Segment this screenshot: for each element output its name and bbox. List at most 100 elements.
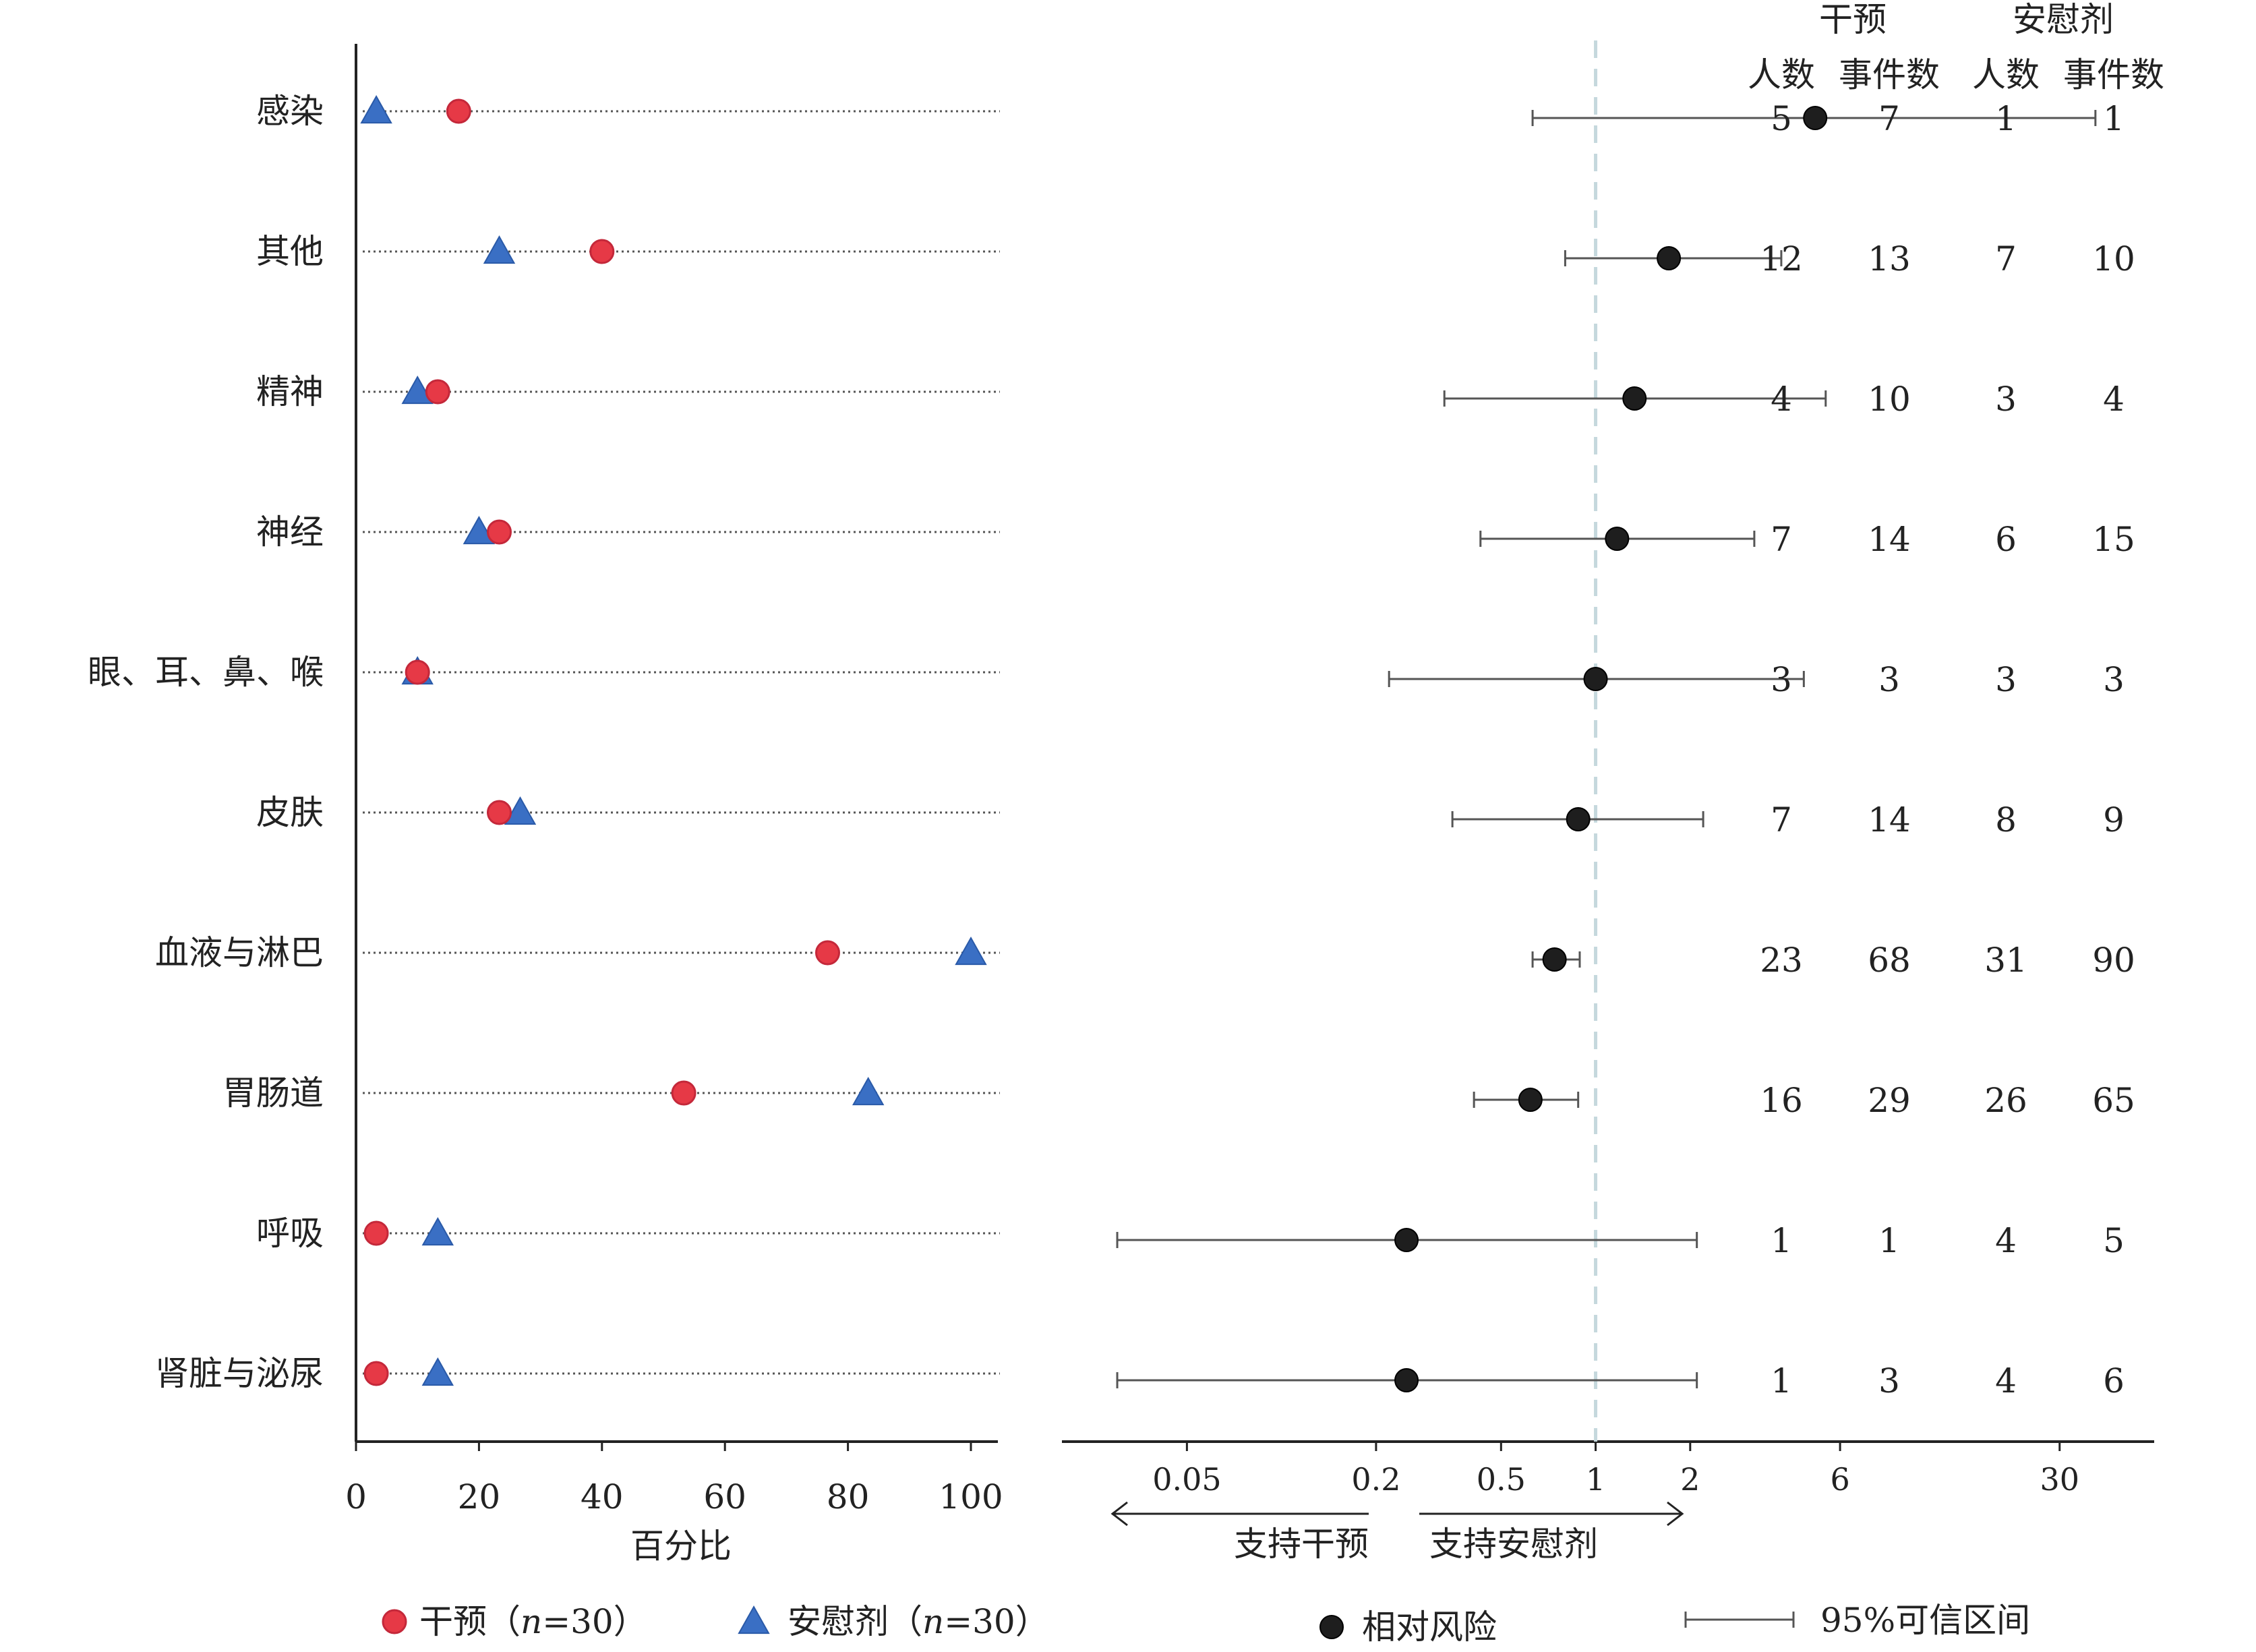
placebo-triangle-marker (463, 515, 496, 545)
table-cell: 7 (1995, 239, 2017, 278)
legend-placebo-label: 安慰剂（n=30） (788, 1602, 1049, 1641)
table-cell: 3 (1995, 380, 2017, 419)
table-cell: 3 (2103, 660, 2125, 699)
placebo-triangle-marker (401, 375, 434, 405)
table-cell: 14 (1868, 800, 1911, 839)
table-cell: 15 (2092, 520, 2135, 559)
table-group-header: 安慰剂 (2013, 0, 2114, 39)
category-label: 胃肠道 (222, 1073, 324, 1113)
x-tick-label: 20 (458, 1477, 501, 1516)
intervention-circle-marker (671, 1080, 696, 1106)
table-cell: 4 (1995, 1361, 2017, 1400)
category-label: 感染 (256, 92, 324, 131)
forest-x-tick-label: 1 (1586, 1461, 1605, 1498)
relative-risk-point (1394, 1368, 1419, 1392)
relative-risk-point (1542, 947, 1567, 972)
placebo-triangle-marker (421, 1216, 454, 1246)
intervention-circle-marker (363, 1361, 389, 1386)
table-cell: 4 (2103, 380, 2125, 419)
placebo-triangle-marker (852, 1076, 885, 1106)
table-cell: 4 (1771, 380, 1792, 419)
table-cell: 1 (2103, 99, 2125, 138)
table-cell: 3 (1878, 660, 1900, 699)
category-label: 皮肤 (256, 793, 324, 832)
table-cell: 65 (2092, 1081, 2135, 1120)
forest-x-tick-label: 30 (2040, 1461, 2079, 1498)
relative-risk-point (1657, 246, 1682, 270)
table-cell: 7 (1771, 520, 1792, 559)
table-cell: 1 (1995, 99, 2017, 138)
legend: 干预（n=30） 安慰剂（n=30） 相对风险 95%可信区间 (382, 1601, 2030, 1647)
table-cell: 10 (2092, 239, 2135, 278)
right-arrow-head (1667, 1501, 1684, 1527)
forest-x-tick-label: 0.05 (1152, 1461, 1221, 1498)
direction-left-label: 支持干预 (1234, 1525, 1369, 1564)
x-tick-label: 0 (345, 1477, 367, 1516)
table-cell: 1 (1771, 1361, 1792, 1400)
x-tick-label: 80 (827, 1477, 870, 1516)
table-cell: 26 (1984, 1081, 2027, 1120)
relative-risk-point (1518, 1088, 1543, 1112)
table-cell: 5 (2103, 1221, 2125, 1260)
table-cell: 9 (2103, 800, 2125, 839)
relative-risk-point (1622, 386, 1647, 411)
placebo-triangle-marker (483, 235, 516, 264)
x-tick-label: 40 (581, 1477, 624, 1516)
relative-risk-point (1605, 527, 1630, 551)
forest-x-tick-label: 6 (1830, 1461, 1849, 1498)
table-column-header: 人数 (1972, 55, 2040, 94)
table-cell: 7 (1771, 800, 1792, 839)
category-label: 其他 (256, 232, 324, 271)
table-cell: 3 (1995, 660, 2017, 699)
table-cell: 1 (1771, 1221, 1792, 1260)
table-cell: 16 (1760, 1081, 1803, 1120)
legend-intervention-marker (382, 1609, 407, 1634)
table-cell: 23 (1760, 941, 1803, 980)
table-column-header: 事件数 (2063, 55, 2164, 94)
forest-x-tick-label: 0.2 (1351, 1461, 1400, 1498)
intervention-circle-marker (589, 239, 615, 264)
legend-relative-risk-label: 相对风险 (1362, 1607, 1497, 1647)
placebo-triangle-marker (504, 796, 537, 825)
table-cell: 12 (1760, 239, 1803, 278)
intervention-circle-marker (425, 379, 450, 405)
placebo-triangle-marker (421, 1357, 454, 1386)
intervention-circle-marker (486, 519, 512, 545)
relative-risk-point (1803, 106, 1828, 130)
table-cell: 3 (1878, 1361, 1900, 1400)
table-cell: 1 (1878, 1221, 1900, 1260)
intervention-circle-marker (486, 800, 512, 825)
table-cell: 10 (1868, 380, 1911, 419)
category-label: 呼吸 (256, 1214, 324, 1253)
forest-x-tick-label: 0.5 (1477, 1461, 1526, 1498)
category-label: 血液与淋巴 (155, 933, 324, 972)
category-label: 肾脏与泌尿 (155, 1354, 324, 1393)
table-cell: 3 (1771, 660, 1792, 699)
table-cell: 31 (1984, 941, 2027, 980)
x-axis-title: 百分比 (630, 1527, 732, 1566)
table-cell: 5 (1771, 99, 1792, 138)
table-group-header: 干预 (1819, 0, 1887, 39)
table-cell: 14 (1868, 520, 1911, 559)
relative-risk-point (1566, 807, 1591, 831)
forest-x-tick-label: 2 (1680, 1461, 1700, 1498)
intervention-circle-marker (405, 659, 430, 685)
legend-intervention-label: 干预（n=30） (419, 1602, 647, 1641)
relative-risk-point (1583, 667, 1608, 691)
table-cell: 7 (1878, 99, 1900, 138)
category-label: 眼、耳、鼻、喉 (88, 653, 324, 692)
legend-placebo-marker (738, 1605, 770, 1634)
table-cell: 6 (1995, 520, 2017, 559)
table-cell: 68 (1868, 941, 1911, 980)
placebo-triangle-marker (360, 94, 392, 124)
intervention-circle-marker (446, 98, 471, 124)
placebo-triangle-marker (955, 936, 987, 966)
x-tick-label: 100 (939, 1477, 1003, 1516)
table-cell: 8 (1995, 800, 2017, 839)
legend-relative-risk-marker (1319, 1615, 1344, 1639)
direction-right-label: 支持安慰剂 (1429, 1525, 1598, 1564)
left-arrow-head (1110, 1501, 1128, 1527)
